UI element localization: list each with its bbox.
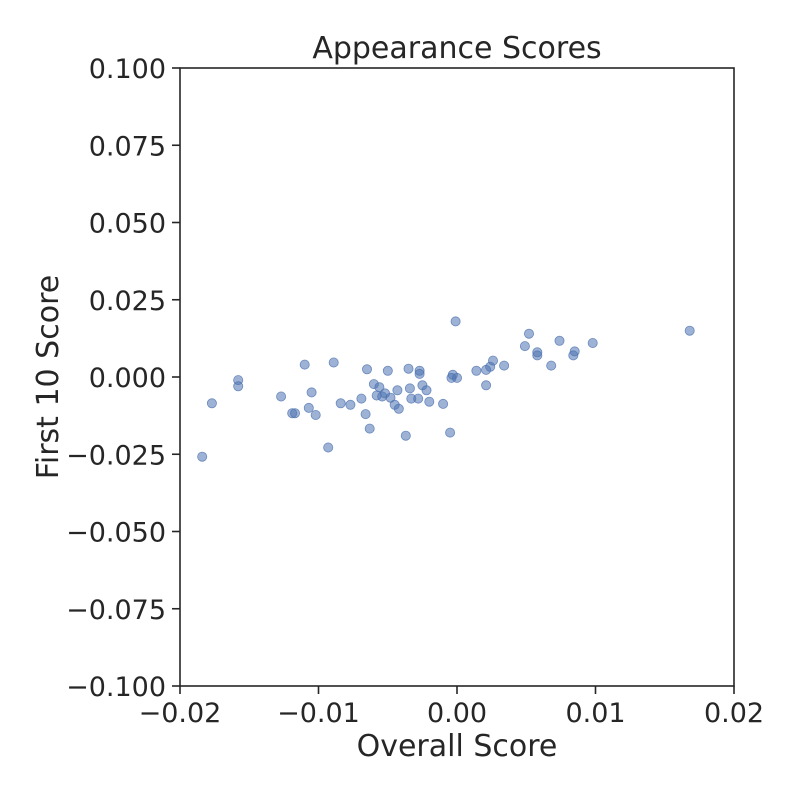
- y-tick-label: −0.100: [66, 672, 166, 703]
- y-axis: −0.100 −0.075 −0.050 −0.025 0.000 0.025 0.050 0…: [66, 54, 180, 703]
- x-tick-label: −0.02: [139, 698, 222, 729]
- data-point: [569, 346, 580, 357]
- y-tick-label: −0.025: [66, 440, 166, 471]
- data-point: [481, 380, 492, 391]
- data-point: [345, 399, 356, 410]
- data-point: [306, 387, 317, 398]
- data-point: [197, 451, 208, 462]
- data-point: [360, 409, 371, 420]
- data-point: [323, 442, 334, 453]
- y-tick-label: −0.050: [66, 518, 166, 549]
- x-tick-label: 0.02: [704, 698, 764, 729]
- data-point: [487, 355, 498, 366]
- chart-title: Appearance Scores: [312, 31, 601, 66]
- data-point: [546, 360, 557, 371]
- data-point: [414, 368, 425, 379]
- x-tick-label: −0.01: [277, 698, 360, 729]
- x-tick-label: 0.00: [427, 698, 487, 729]
- data-point: [276, 391, 287, 402]
- data-point: [393, 403, 404, 414]
- data-point: [471, 365, 482, 376]
- data-point: [445, 427, 456, 438]
- data-point: [413, 393, 424, 404]
- data-point: [403, 363, 414, 374]
- data-point: [400, 430, 411, 441]
- data-point: [424, 396, 435, 407]
- data-point: [554, 335, 565, 346]
- data-point: [206, 398, 217, 409]
- x-axis: −0.02 −0.01 0.00 0.01 0.02: [139, 686, 764, 729]
- y-tick-label: −0.075: [66, 595, 166, 626]
- data-point: [519, 341, 530, 352]
- data-point: [374, 382, 385, 393]
- data-point: [450, 316, 461, 327]
- data-point: [303, 402, 314, 413]
- data-point: [328, 357, 339, 368]
- data-point: [532, 350, 543, 361]
- data-point: [289, 408, 300, 419]
- data-points: [197, 316, 695, 462]
- data-point: [356, 393, 367, 404]
- y-tick-label: 0.000: [89, 363, 166, 394]
- data-point: [310, 409, 321, 420]
- y-tick-label: 0.050: [89, 209, 166, 240]
- y-tick-label: 0.075: [89, 131, 166, 162]
- data-point: [438, 398, 449, 409]
- data-point: [392, 385, 403, 396]
- data-point: [299, 359, 310, 370]
- data-point: [364, 423, 375, 434]
- data-point: [421, 385, 432, 396]
- data-point: [524, 328, 535, 339]
- data-point: [451, 372, 462, 383]
- y-axis-label: First 10 Score: [31, 275, 66, 479]
- data-point: [382, 365, 393, 376]
- data-point: [361, 364, 372, 375]
- data-point: [404, 383, 415, 394]
- data-point: [684, 325, 695, 336]
- data-point: [233, 381, 244, 392]
- x-axis-label: Overall Score: [357, 729, 558, 764]
- y-tick-label: 0.100: [89, 54, 166, 85]
- data-point: [587, 337, 598, 348]
- x-tick-label: 0.01: [565, 698, 625, 729]
- data-point: [499, 360, 510, 371]
- y-tick-label: 0.025: [89, 286, 166, 317]
- data-point: [335, 398, 346, 409]
